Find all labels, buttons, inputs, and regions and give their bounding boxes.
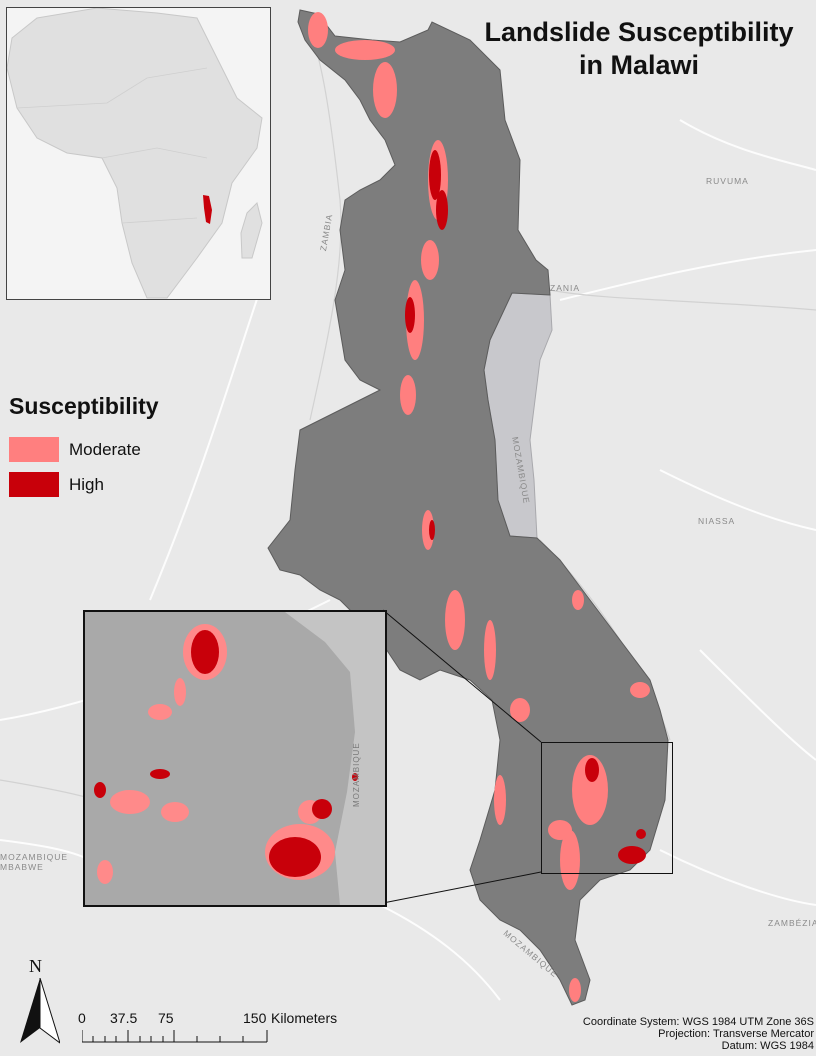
detail-moderate-zone [161, 802, 189, 822]
moderate-zone [421, 240, 439, 280]
detail-moderate-zone [174, 678, 186, 706]
detail-high-zone [191, 630, 219, 674]
moderate-zone [572, 590, 584, 610]
moderate-zone [445, 590, 465, 650]
moderate-zone [548, 820, 572, 840]
detail-terrain [285, 612, 385, 905]
north-letter: N [29, 956, 42, 976]
legend-item-high: High [9, 467, 159, 502]
projection: Projection: Transverse Mercator [658, 1028, 814, 1040]
detail-high-zone [94, 782, 106, 798]
detail-moderate-zone [97, 860, 113, 884]
moderate-zone [373, 62, 397, 118]
detail-moderate-zone [148, 704, 172, 720]
north-arrow: N [20, 956, 60, 1046]
coordinate-info: Coordinate System: WGS 1984 UTM Zone 36S… [583, 1016, 814, 1052]
detail-label-mozambique: MOZAMBIQUE [352, 742, 361, 807]
scale-units: Kilometers [271, 1010, 338, 1026]
scale-tick-0: 0 [78, 1010, 86, 1026]
label-zimbabwe: MBABWE [0, 862, 44, 872]
legend-label-moderate: Moderate [69, 439, 141, 459]
label-niassa: NIASSA [698, 516, 736, 526]
scale-tick-37-5: 37.5 [110, 1010, 138, 1026]
legend-swatch-moderate [9, 437, 59, 462]
moderate-zone [400, 375, 416, 415]
label-zambezia: ZAMBÉZIA [768, 918, 816, 928]
title-line-1: Landslide Susceptibility [484, 17, 794, 47]
detail-inset[interactable]: MOZAMBIQUE [83, 610, 387, 907]
legend-title: Susceptibility [9, 393, 159, 419]
coordinate-system: Coordinate System: WGS 1984 UTM Zone 36S [582, 1016, 814, 1028]
north-arrow-icon [20, 978, 60, 1044]
locator-borders [16, 67, 208, 224]
moderate-zone [494, 775, 506, 825]
detail-high-zone [269, 837, 321, 877]
high-zone [429, 520, 435, 540]
scale-tick-150: 150 [243, 1010, 267, 1026]
malawi-country [267, 9, 669, 1006]
high-zone [636, 829, 646, 839]
high-zone [618, 846, 646, 864]
detail-moderate-zone [110, 790, 150, 814]
moderate-zone [572, 755, 608, 825]
moderate-zone [560, 830, 580, 890]
scale-bar: 0 37.5 75 150 Kilometers [78, 1010, 358, 1050]
moderate-zone [510, 698, 530, 722]
detail-extent-box [541, 742, 673, 874]
moderate-zone [630, 682, 650, 698]
detail-high-zone [150, 769, 170, 779]
legend: Susceptibility Moderate High [9, 393, 159, 502]
map-title: Landslide Susceptibility in Malawi [462, 16, 816, 82]
locator-malawi [203, 195, 212, 224]
moderate-zone [335, 40, 395, 60]
legend-label-high: High [69, 474, 104, 494]
detail-high-zone [352, 773, 358, 781]
high-zone [585, 758, 599, 782]
legend-item-moderate: Moderate [9, 432, 159, 467]
label-mozambique-west: MOZAMBIQUE [0, 852, 69, 862]
madagascar [240, 202, 263, 259]
moderate-zone [308, 12, 328, 48]
legend-swatch-high [9, 472, 59, 497]
moderate-zone [484, 620, 496, 680]
high-zone [405, 297, 415, 333]
moderate-zone [569, 978, 581, 1002]
datum: Datum: WGS 1984 [721, 1040, 814, 1052]
moderate-zone [422, 510, 434, 550]
title-line-2: in Malawi [578, 50, 700, 80]
scale-tick-75: 75 [158, 1010, 174, 1026]
high-zone [429, 150, 441, 200]
high-zone [436, 190, 448, 230]
high-zones [405, 150, 646, 864]
inset-connectors [382, 609, 542, 904]
detail-high-zones [94, 630, 358, 877]
detail-high-zone [312, 799, 332, 819]
label-tanzania: ZANIA [550, 283, 581, 293]
africa-locator-inset [6, 7, 271, 300]
label-ruvuma: RUVUMA [706, 176, 749, 186]
scale-ruler [82, 1030, 268, 1043]
africa-continent [7, 8, 263, 299]
